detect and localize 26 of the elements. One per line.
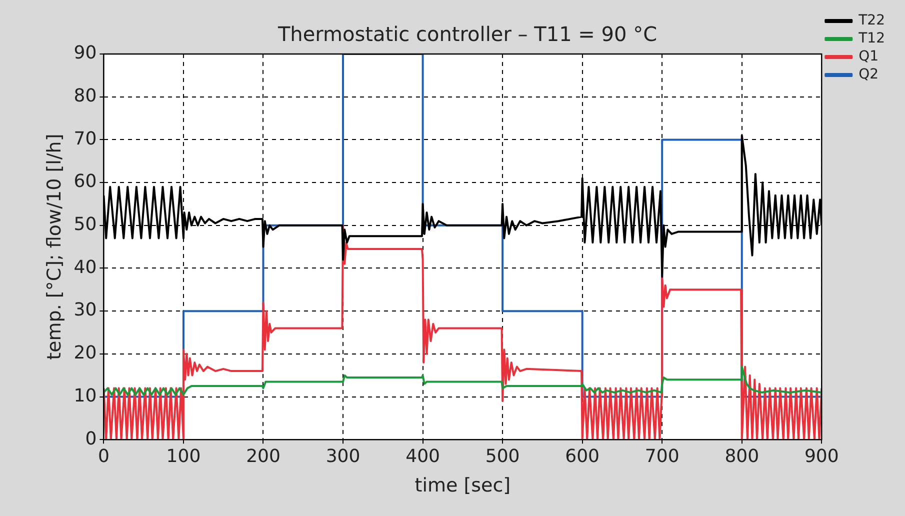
legend-label: Q2	[858, 66, 879, 83]
x-tick-label: 600	[565, 446, 600, 468]
y-tick-label: 0	[85, 428, 97, 450]
x-tick-label: 300	[326, 446, 360, 468]
y-tick-label: 50	[74, 214, 97, 236]
legend-label: Q1	[858, 48, 879, 65]
x-tick-label: 500	[485, 446, 520, 468]
legend-label: T22	[858, 12, 886, 29]
chart-title: Thermostatic controller – T11 = 90 °C	[276, 22, 658, 46]
x-tick-label: 900	[804, 446, 839, 468]
y-tick-label: 20	[74, 342, 97, 364]
y-axis-title: temp. [°C]; flow/10 [l/h]	[43, 134, 66, 360]
x-axis-title: time [sec]	[414, 474, 511, 497]
x-tick-label: 700	[644, 446, 680, 468]
x-tick-label: 200	[246, 446, 280, 468]
legend-label: T12	[858, 30, 886, 47]
x-tick-label: 800	[724, 446, 760, 468]
x-tick-label: 100	[166, 446, 201, 468]
y-tick-label: 60	[74, 171, 97, 192]
y-tick-label: 40	[74, 256, 97, 278]
y-tick-label: 90	[74, 42, 97, 64]
y-tick-label: 80	[74, 86, 97, 107]
x-tick-label: 400	[406, 446, 440, 468]
y-tick-label: 30	[74, 300, 97, 321]
y-tick-label: 10	[74, 385, 97, 406]
y-tick-label: 70	[74, 128, 97, 150]
